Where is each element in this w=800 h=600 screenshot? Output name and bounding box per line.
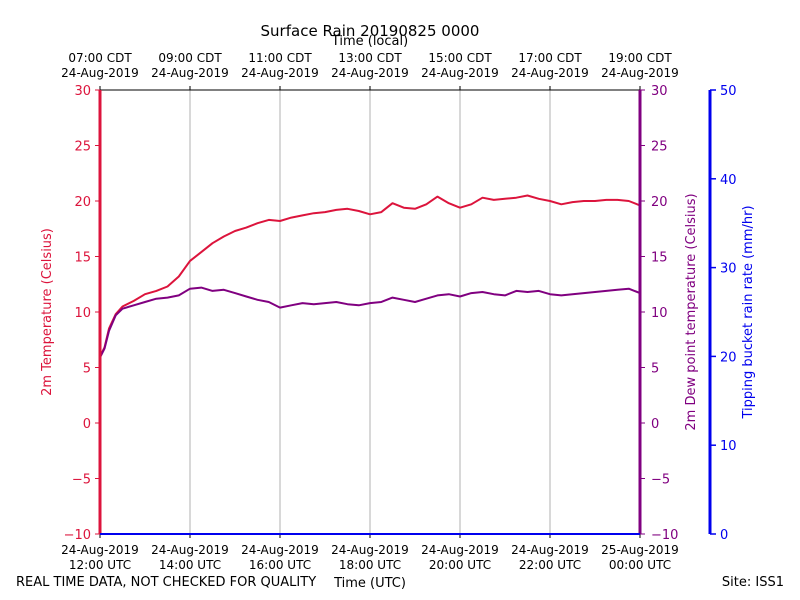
left-tick-label: 10 [74,306,91,321]
right-inner-tick-label: −5 [651,473,670,488]
right-outer-tick-label: 30 [720,262,737,277]
top-tick-date: 24-Aug-2019 [61,66,139,80]
top-tick-time: 09:00 CDT [158,51,222,65]
left-tick-label: 25 [74,140,91,155]
top-tick-date: 24-Aug-2019 [511,66,589,80]
series-line-2m-dew-point-temperature [99,286,641,358]
right-outer-tick-label: 10 [720,439,737,454]
left-tick-label: 0 [83,417,91,432]
right-outer-axis-label: Tipping bucket rain rate (mm/hr) [741,205,756,419]
x-tick-time: 22:00 UTC [519,558,581,572]
left-tick-label: 5 [83,362,91,377]
quality-note: REAL TIME DATA, NOT CHECKED FOR QUALITY [16,575,317,590]
right-inner-tick-label: 20 [651,195,668,210]
left-tick-label: 15 [74,251,91,266]
left-tick-label: −5 [72,473,91,488]
right-inner-tick-label: 10 [651,306,668,321]
top-axis-label: Time (local) [331,34,409,49]
right-outer-tick-label: 50 [720,84,737,99]
top-tick-time: 11:00 CDT [248,51,312,65]
x-tick-date: 24-Aug-2019 [331,543,409,557]
top-tick-time: 17:00 CDT [518,51,582,65]
right-inner-tick-label: 30 [651,84,668,99]
x-tick-time: 14:00 UTC [159,558,221,572]
x-tick-date: 24-Aug-2019 [61,543,139,557]
x-tick-date: 24-Aug-2019 [511,543,589,557]
top-tick-time: 13:00 CDT [338,51,402,65]
top-tick-date: 24-Aug-2019 [421,66,499,80]
grid-lines [189,90,551,534]
top-tick-date: 24-Aug-2019 [601,66,679,80]
x-tick-time: 00:00 UTC [609,558,671,572]
top-tick-time: 07:00 CDT [68,51,132,65]
site-label: Site: ISS1 [721,575,784,590]
right-inner-tick-label: 5 [651,362,659,377]
left-tick-label: −10 [64,528,91,543]
right-inner-tick-label: 15 [651,251,668,266]
right-inner-axis-label: 2m Dew point temperature (Celsius) [684,193,699,430]
right-outer-tick-label: 0 [720,528,728,543]
bottom-axis-label: Time (UTC) [334,576,406,591]
x-tick-time: 18:00 UTC [339,558,401,572]
series-layer [99,194,641,358]
left-tick-label: 20 [74,195,91,210]
left-tick-label: 30 [74,84,91,99]
right-outer-tick-label: 20 [720,350,737,365]
right-outer-tick-label: 40 [720,173,737,188]
x-tick-time: 16:00 UTC [249,558,311,572]
series-line-2m-temperature [99,194,641,357]
x-tick-time: 12:00 UTC [69,558,131,572]
right-inner-tick-label: −10 [651,528,678,543]
left-axis-label: 2m Temperature (Celsius) [40,228,55,396]
chart-title: Surface Rain 20190825 0000 [260,22,480,40]
x-tick-date: 24-Aug-2019 [241,543,319,557]
x-tick-time: 20:00 UTC [429,558,491,572]
top-tick-date: 24-Aug-2019 [151,66,229,80]
top-tick-date: 24-Aug-2019 [241,66,319,80]
top-tick-time: 19:00 CDT [608,51,672,65]
top-tick-time: 15:00 CDT [428,51,492,65]
x-tick-date: 24-Aug-2019 [421,543,499,557]
right-inner-tick-label: 0 [651,417,659,432]
x-tick-date: 24-Aug-2019 [151,543,229,557]
x-tick-date: 25-Aug-2019 [601,543,679,557]
right-inner-tick-label: 25 [651,140,668,155]
top-tick-date: 24-Aug-2019 [331,66,409,80]
